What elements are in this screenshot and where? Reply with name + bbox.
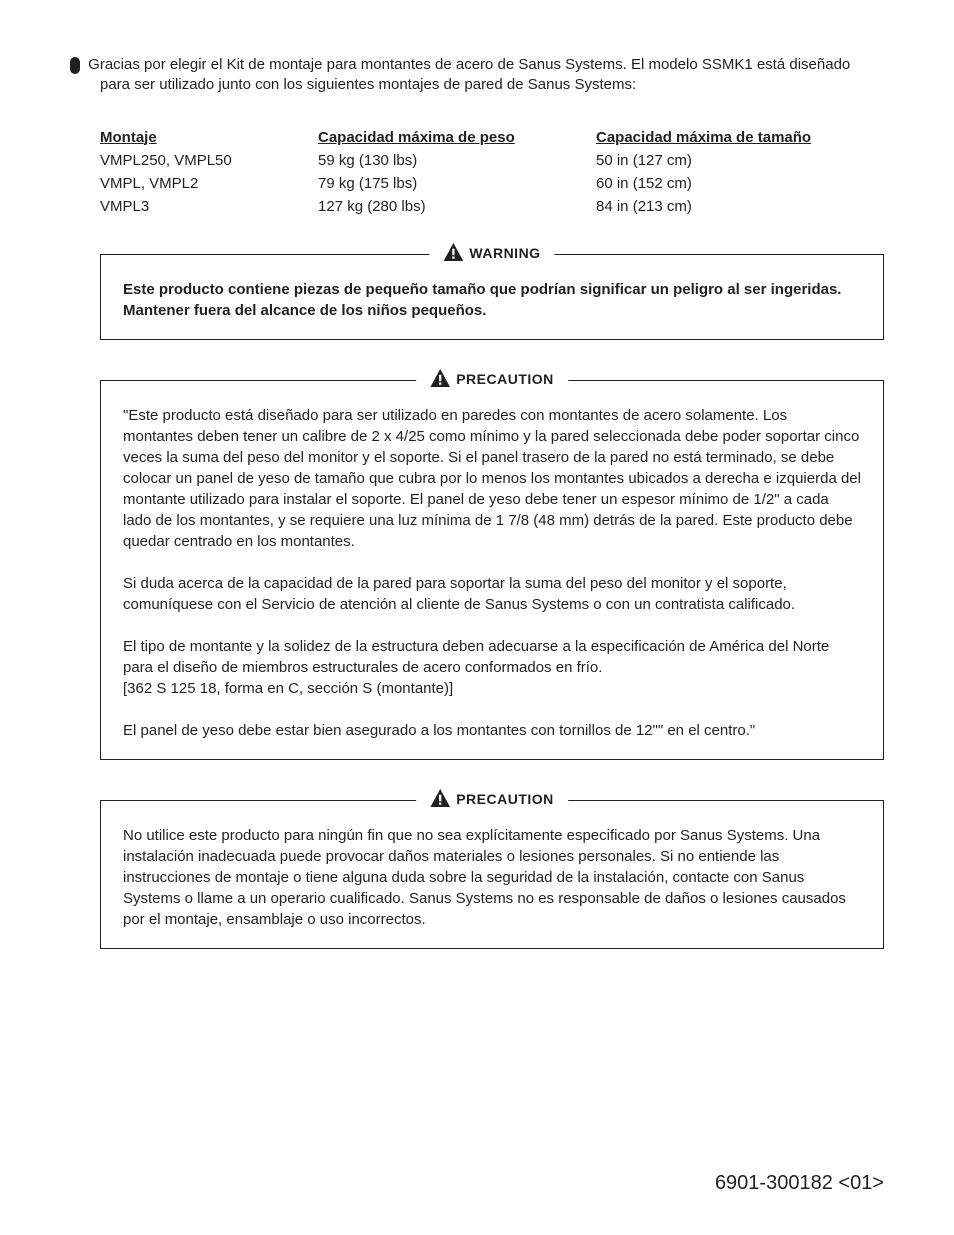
precaution-label: PRECAUTION xyxy=(416,369,568,390)
capacity-table: Montaje Capacidad máxima de peso Capacid… xyxy=(100,126,884,219)
precaution-text-1: "Este producto está diseñado para ser ut… xyxy=(123,405,861,741)
warning-label: WARNING xyxy=(429,243,554,264)
intro-text: Gracias por elegir el Kit de montaje par… xyxy=(88,56,850,93)
cell-mount: VMPL3 xyxy=(100,195,318,218)
lang-badge: ES xyxy=(70,57,80,74)
warning-box: WARNING Este producto contiene piezas de… xyxy=(100,254,884,340)
warning-text: Este producto contiene piezas de pequeño… xyxy=(123,279,861,321)
precaution-text-2: No utilice este producto para ningún fin… xyxy=(123,825,861,930)
cell-weight: 59 kg (130 lbs) xyxy=(318,149,596,172)
precaution-label: PRECAUTION xyxy=(416,789,568,810)
header-size: Capacidad máxima de tamaño xyxy=(596,126,884,149)
table-row: VMPL250, VMPL50 59 kg (130 lbs) 50 in (1… xyxy=(100,149,884,172)
header-weight: Capacidad máxima de peso xyxy=(318,126,596,149)
warning-label-text: WARNING xyxy=(469,245,540,261)
table-row: VMPL, VMPL2 79 kg (175 lbs) 60 in (152 c… xyxy=(100,172,884,195)
cell-size: 84 in (213 cm) xyxy=(596,195,884,218)
precaution-box-1: PRECAUTION "Este producto está diseñado … xyxy=(100,380,884,760)
cell-size: 60 in (152 cm) xyxy=(596,172,884,195)
cell-weight: 79 kg (175 lbs) xyxy=(318,172,596,195)
cell-mount: VMPL, VMPL2 xyxy=(100,172,318,195)
cell-mount: VMPL250, VMPL50 xyxy=(100,149,318,172)
intro-paragraph: ES Gracias por elegir el Kit de montaje … xyxy=(70,55,884,96)
header-mount: Montaje xyxy=(100,126,318,149)
page-footer: 6901-300182 <01> xyxy=(715,1172,884,1195)
precaution-box-2: PRECAUTION No utilice este producto para… xyxy=(100,800,884,949)
table-header-row: Montaje Capacidad máxima de peso Capacid… xyxy=(100,126,884,149)
cell-weight: 127 kg (280 lbs) xyxy=(318,195,596,218)
warning-icon xyxy=(430,789,450,810)
warning-icon xyxy=(430,369,450,390)
precaution-label-text: PRECAUTION xyxy=(456,371,554,387)
precaution-label-text: PRECAUTION xyxy=(456,791,554,807)
table-row: VMPL3 127 kg (280 lbs) 84 in (213 cm) xyxy=(100,195,884,218)
warning-icon xyxy=(443,243,463,264)
cell-size: 50 in (127 cm) xyxy=(596,149,884,172)
